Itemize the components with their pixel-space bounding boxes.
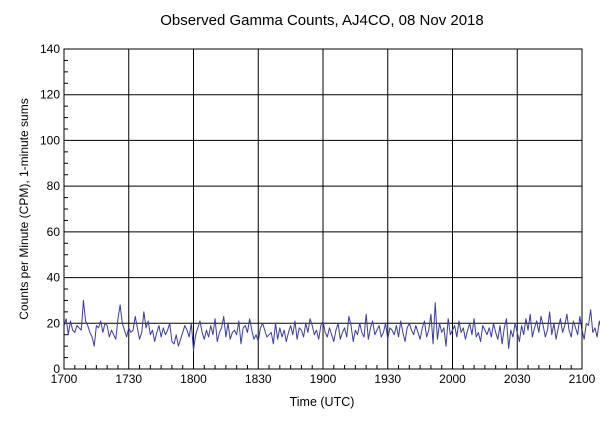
y-tick-label: 60 (47, 225, 61, 239)
x-tick-label: 1700 (51, 372, 78, 386)
y-tick-label: 80 (47, 179, 61, 193)
series-line (63, 299, 600, 352)
minor-ticks (64, 59, 572, 369)
x-tick-label: 1800 (180, 372, 207, 386)
x-tick-label: 1900 (310, 372, 337, 386)
plot-area-frame (63, 48, 583, 370)
y-tick-label: 120 (40, 88, 60, 102)
chart-title: Observed Gamma Counts, AJ4CO, 08 Nov 201… (160, 12, 484, 29)
y-tick-label: 100 (40, 133, 60, 147)
tick-labels: 1700 1730 1800 1830 1900 1930 2000 2030 2100 0 20 4… (40, 42, 596, 386)
series-layer (63, 299, 600, 352)
x-tick-label: 2030 (504, 372, 531, 386)
x-tick-label: 2000 (439, 372, 466, 386)
y-axis-label: Counts per Minute (CPM), 1-minute sums (17, 98, 31, 319)
x-axis-label: Time (UTC) (290, 395, 355, 409)
y-tick-label: 0 (53, 362, 60, 376)
y-tick-label: 140 (40, 42, 60, 56)
y-tick-label: 40 (47, 271, 61, 285)
x-tick-label: 1830 (245, 372, 272, 386)
y-tick-label: 20 (47, 316, 61, 330)
grid (64, 49, 582, 369)
x-tick-label: 1730 (115, 372, 142, 386)
x-tick-label: 2100 (569, 372, 596, 386)
x-tick-label: 1930 (374, 372, 401, 386)
